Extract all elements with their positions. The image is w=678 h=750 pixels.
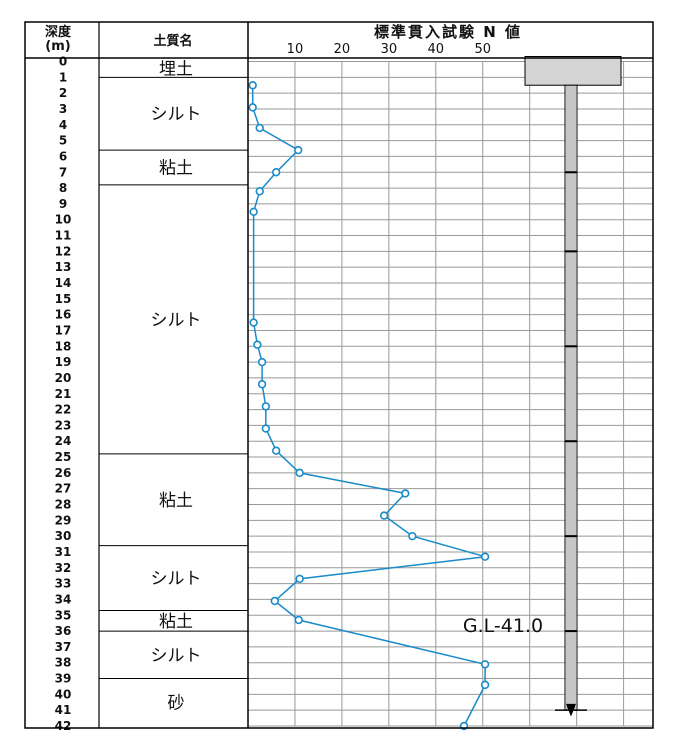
n-value-point — [295, 574, 304, 584]
depth-tick-label: 15 — [55, 292, 72, 306]
n-value-point — [480, 660, 490, 669]
depth-axis: 0123456789101112131415161718192021222324… — [55, 55, 72, 734]
rod-tip — [566, 703, 576, 717]
depth-tick-label: 16 — [55, 308, 72, 322]
n-value-point — [480, 552, 490, 561]
depth-tick-label: 26 — [55, 466, 72, 480]
chart-grid — [248, 61, 653, 727]
n-value-point — [249, 318, 258, 327]
depth-tick-label: 22 — [55, 403, 72, 417]
depth-tick-label: 14 — [55, 276, 72, 290]
n-value-point — [401, 489, 410, 498]
n-value-point — [480, 680, 490, 690]
depth-tick-label: 41 — [55, 703, 72, 717]
soil-layer-label: シルト — [151, 646, 202, 666]
soil-layer-label: 埋土 — [159, 59, 193, 79]
gl-depth-label: G.L-41.0 — [463, 615, 543, 637]
depth-tick-label: 12 — [55, 244, 72, 258]
n-value-title: 標準貫入試験 N 値 — [374, 23, 522, 41]
n-value-point — [257, 357, 267, 367]
depth-tick-label: 25 — [55, 450, 72, 464]
depth-tick-label: 10 — [55, 213, 72, 227]
depth-tick-label: 18 — [55, 339, 72, 353]
n-value-point — [271, 446, 281, 455]
n-value-point — [253, 340, 262, 349]
n-value-point — [271, 168, 281, 177]
depth-tick-label: 34 — [55, 592, 72, 606]
tip-cone — [566, 703, 576, 717]
n-value-point — [294, 145, 303, 155]
n-value-point — [255, 123, 264, 133]
n-value-point — [261, 424, 271, 433]
depth-tick-label: 6 — [59, 149, 67, 163]
depth-tick-label: 4 — [59, 118, 67, 132]
depth-tick-label: 29 — [55, 513, 72, 527]
depth-tick-label: 20 — [55, 371, 72, 385]
depth-tick-label: 3 — [59, 102, 67, 116]
n-value-axis: 10 20 30 40 50 — [287, 42, 491, 57]
soil-title: 土質名 — [153, 33, 192, 49]
n-value-point — [379, 511, 389, 520]
depth-tick-label: 40 — [55, 687, 72, 701]
depth-tick-label: 21 — [55, 387, 72, 401]
depth-tick-label: 36 — [55, 624, 72, 638]
depth-tick-label: 27 — [55, 482, 72, 496]
soil-layer-label: 粘土 — [159, 612, 193, 632]
n-value-point — [248, 81, 257, 90]
header: 深度 (m) 土質名 標準貫入試験 N 値 — [45, 23, 522, 54]
depth-title-line1: 深度 — [45, 24, 72, 40]
n-value-series — [248, 81, 490, 731]
depth-tick-label: 8 — [59, 181, 67, 195]
depth-tick-label: 17 — [55, 323, 72, 337]
depth-tick-label: 11 — [55, 229, 72, 243]
n-tick-label: 10 — [287, 42, 304, 57]
depth-tick-label: 42 — [55, 719, 72, 733]
depth-tick-label: 19 — [55, 355, 72, 369]
soil-layer-label: 粘土 — [159, 491, 193, 511]
borehole-graphic — [524, 56, 622, 717]
drill-rod — [555, 84, 587, 711]
depth-tick-label: 13 — [55, 260, 72, 274]
depth-tick-label: 28 — [55, 498, 72, 512]
soil-layer-label: シルト — [151, 569, 202, 589]
soil-layer-label: 粘土 — [159, 159, 193, 179]
depth-tick-label: 24 — [55, 434, 72, 448]
depth-tick-label: 7 — [59, 165, 67, 179]
soil-layer-label: 砂 — [168, 693, 185, 713]
depth-tick-label: 23 — [55, 418, 72, 432]
depth-tick-label: 38 — [55, 656, 72, 670]
soil-layer-label: シルト — [151, 105, 202, 125]
n-value-point — [408, 531, 417, 541]
depth-tick-label: 0 — [59, 55, 67, 69]
depth-tick-label: 30 — [55, 529, 72, 543]
n-value-point — [248, 103, 257, 112]
n-value-point — [261, 402, 271, 411]
n-value-point — [295, 468, 304, 478]
n-value-point — [249, 207, 258, 217]
depth-tick-label: 32 — [55, 561, 72, 575]
depth-title-line2: (m) — [45, 39, 70, 54]
depth-tick-label: 9 — [59, 197, 67, 211]
n-value-point — [294, 615, 303, 625]
depth-tick-label: 5 — [59, 134, 67, 148]
n-value-point — [255, 187, 264, 196]
n-tick-label: 20 — [334, 42, 351, 57]
n-tick-label: 30 — [381, 42, 398, 57]
soil-layer-label: シルト — [151, 310, 202, 330]
n-tick-label: 50 — [474, 42, 491, 57]
depth-tick-label: 2 — [59, 86, 67, 100]
depth-tick-label: 1 — [59, 70, 67, 84]
depth-tick-label: 37 — [55, 640, 72, 654]
depth-tick-label: 35 — [55, 608, 72, 622]
n-value-point — [257, 380, 267, 389]
casing-block — [524, 56, 622, 86]
depth-tick-label: 33 — [55, 577, 72, 591]
n-value-point — [270, 596, 279, 606]
depth-tick-label: 31 — [55, 545, 72, 559]
n-tick-label: 40 — [428, 42, 445, 57]
depth-tick-label: 39 — [55, 672, 72, 686]
table-frame — [24, 21, 654, 729]
